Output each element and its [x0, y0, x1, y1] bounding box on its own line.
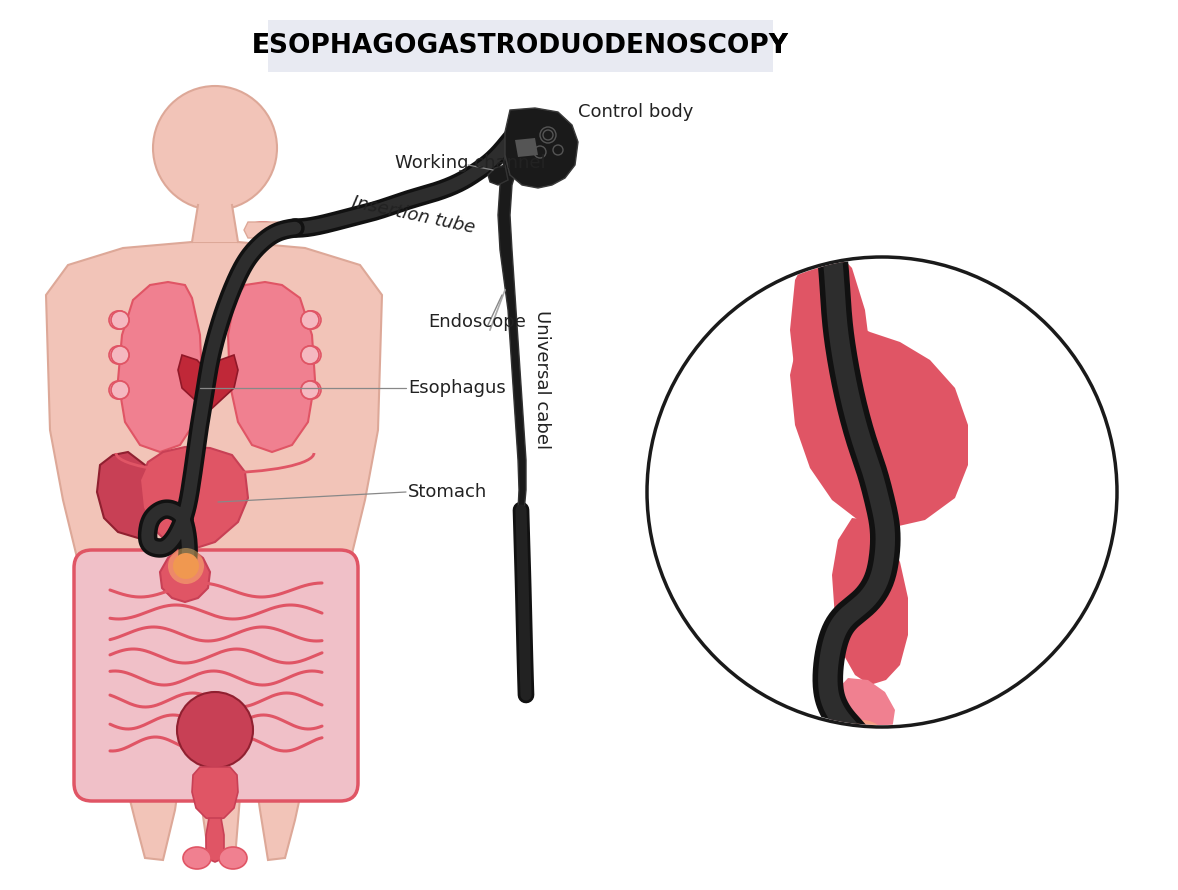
Circle shape: [110, 381, 127, 399]
Circle shape: [110, 346, 127, 364]
Polygon shape: [46, 242, 382, 860]
Polygon shape: [832, 518, 908, 685]
FancyBboxPatch shape: [269, 20, 773, 72]
Circle shape: [302, 311, 319, 329]
Polygon shape: [206, 818, 224, 862]
Circle shape: [111, 346, 130, 364]
Circle shape: [302, 346, 319, 364]
Circle shape: [302, 381, 319, 399]
Text: ESOPHAGOGASTRODUODENOSCOPY: ESOPHAGOGASTRODUODENOSCOPY: [251, 33, 788, 59]
Polygon shape: [505, 108, 578, 188]
FancyBboxPatch shape: [269, 20, 773, 72]
Circle shape: [173, 553, 199, 579]
Ellipse shape: [219, 847, 247, 869]
Circle shape: [303, 346, 320, 364]
Text: ESOPHAGOGASTRODUODENOSCOPY: ESOPHAGOGASTRODUODENOSCOPY: [251, 33, 788, 59]
Polygon shape: [244, 222, 282, 238]
Circle shape: [111, 381, 130, 399]
Circle shape: [111, 381, 130, 399]
Circle shape: [302, 346, 319, 364]
Circle shape: [153, 86, 277, 210]
Polygon shape: [790, 300, 968, 528]
Ellipse shape: [245, 221, 280, 239]
Ellipse shape: [183, 847, 211, 869]
Text: Working channel: Working channel: [395, 154, 545, 172]
Polygon shape: [140, 447, 249, 550]
Circle shape: [111, 346, 130, 364]
Circle shape: [647, 257, 1117, 727]
Polygon shape: [178, 355, 238, 412]
Polygon shape: [229, 282, 315, 452]
Text: Control body: Control body: [578, 103, 694, 121]
Polygon shape: [488, 165, 508, 185]
Polygon shape: [790, 253, 872, 432]
Polygon shape: [97, 452, 163, 538]
Text: Endoscope: Endoscope: [428, 313, 525, 331]
Polygon shape: [498, 155, 527, 512]
Polygon shape: [192, 767, 238, 820]
Circle shape: [110, 311, 127, 329]
FancyBboxPatch shape: [74, 550, 358, 801]
Circle shape: [168, 548, 204, 584]
Circle shape: [302, 381, 319, 399]
Circle shape: [302, 311, 319, 329]
Polygon shape: [515, 138, 538, 157]
Text: Stomach: Stomach: [408, 483, 488, 501]
Circle shape: [111, 311, 130, 329]
Circle shape: [842, 728, 882, 768]
Polygon shape: [192, 205, 238, 242]
Circle shape: [834, 720, 891, 776]
Circle shape: [303, 381, 320, 399]
Text: Universal cabel: Universal cabel: [532, 311, 551, 449]
Text: Insertion tube: Insertion tube: [350, 193, 476, 237]
Circle shape: [111, 311, 130, 329]
Polygon shape: [828, 678, 895, 750]
Circle shape: [177, 692, 253, 768]
Text: Esophagus: Esophagus: [408, 379, 505, 397]
Circle shape: [303, 311, 320, 329]
Polygon shape: [160, 548, 210, 602]
Polygon shape: [118, 282, 201, 452]
